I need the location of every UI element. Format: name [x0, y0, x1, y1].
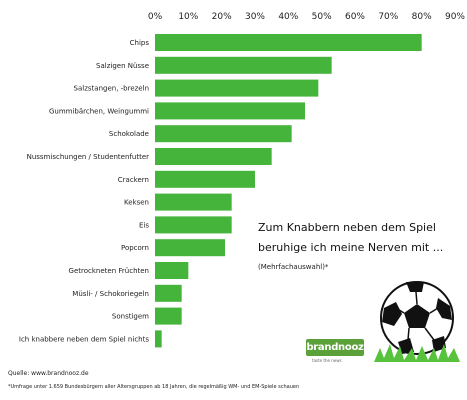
soccer-ball-icon	[374, 281, 460, 362]
x-tick-label: 60%	[345, 12, 365, 22]
bar	[155, 262, 189, 279]
x-tick-label: 40%	[278, 12, 298, 22]
brandnooz-logo: brandnooz	[306, 339, 364, 356]
bar	[155, 193, 232, 211]
bar	[155, 79, 319, 97]
bar	[155, 239, 225, 257]
x-axis-ticks: 0% 10% 20% 30% 40% 50% 60% 70% 80% 90%	[148, 12, 466, 22]
bar	[155, 102, 305, 120]
x-tick-label: 90%	[445, 12, 465, 22]
x-tick-label: 50%	[312, 12, 332, 22]
bars	[155, 34, 422, 348]
category-labels: Chips Salzigen Nüsse Salzstangen, -brezeln…	[19, 39, 149, 343]
category-label: Salzstangen, -brezeln	[74, 85, 149, 93]
bar	[155, 56, 332, 74]
category-label: Getrockneten Früchten	[69, 267, 149, 275]
source-text: Quelle: www.brandnooz.de	[8, 370, 89, 377]
bar	[155, 125, 292, 143]
category-label: Popcorn	[121, 244, 149, 252]
category-label: Crackern	[118, 176, 149, 184]
chart-title: Zum Knabbern neben dem Spiel beruhige ic…	[258, 218, 443, 258]
category-label: Eis	[139, 221, 149, 229]
category-label: Schokolade	[109, 130, 149, 138]
bar	[155, 34, 422, 51]
category-label: Müsli- / Schokoriegeln	[72, 290, 149, 298]
x-tick-label: 70%	[378, 12, 398, 22]
logo-tagline: taste the news	[312, 358, 342, 363]
bar	[155, 284, 182, 302]
bar	[155, 216, 232, 234]
bar	[155, 330, 162, 348]
category-label: Chips	[130, 39, 150, 47]
x-tick-label: 20%	[212, 12, 232, 22]
x-tick-label: 80%	[412, 12, 432, 22]
x-tick-label: 10%	[178, 12, 198, 22]
bar	[155, 148, 272, 165]
chart-note: (Mehrfachauswahl)*	[258, 263, 329, 271]
category-label: Nussmischungen / Studentenfutter	[27, 153, 150, 161]
chart-title-line-2: beruhige ich meine Nerven mit ...	[258, 241, 444, 254]
category-label: Ich knabbere neben dem Spiel nichts	[19, 335, 149, 343]
category-label: Gummibärchen, Weingummi	[49, 107, 149, 115]
bar	[155, 307, 182, 325]
footnote-text: *Umfrage unter 1.659 Bundesbürgern aller…	[8, 384, 300, 390]
x-tick-label: 0%	[148, 12, 163, 22]
category-label: Sonstigem	[112, 313, 149, 321]
chart-title-line-1: Zum Knabbern neben dem Spiel	[258, 221, 436, 234]
category-label: Keksen	[124, 199, 149, 207]
category-label: Salzigen Nüsse	[96, 62, 149, 70]
bar	[155, 170, 255, 188]
x-tick-label: 30%	[245, 12, 265, 22]
